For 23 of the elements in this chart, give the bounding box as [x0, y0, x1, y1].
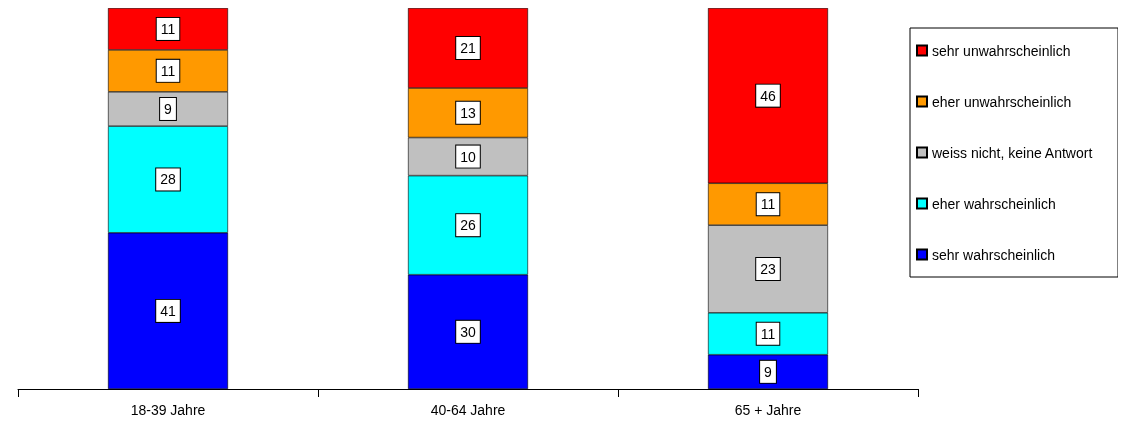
data-label: 26 [460, 217, 476, 234]
data-label: 13 [460, 104, 476, 121]
x-tick-label: 40-64 Jahre [430, 402, 506, 418]
data-label: 11 [160, 62, 176, 79]
data-label: 11 [760, 196, 776, 213]
data-label: 11 [160, 20, 176, 37]
legend-label: eher wahrscheinlich [932, 195, 1056, 212]
data-label: 30 [460, 323, 476, 340]
legend-label: sehr unwahrscheinlich [932, 42, 1071, 59]
legend-label: sehr wahrscheinlich [932, 246, 1055, 263]
data-label: 9 [764, 363, 773, 380]
x-tick-label: 18-39 Jahre [130, 402, 206, 418]
data-label: 41 [160, 302, 176, 319]
data-label: 9 [164, 100, 173, 117]
legend-label: eher unwahrscheinlich [932, 93, 1072, 110]
data-label: 21 [460, 40, 476, 57]
data-label: 10 [460, 148, 476, 165]
x-tick-label: 65 + Jahre [734, 402, 802, 418]
data-label: 23 [760, 260, 776, 277]
data-label: 11 [760, 325, 776, 342]
data-label: 46 [760, 87, 776, 104]
legend-label: weiss nicht, keine Antwort [931, 144, 1093, 161]
data-label: 28 [160, 171, 176, 188]
